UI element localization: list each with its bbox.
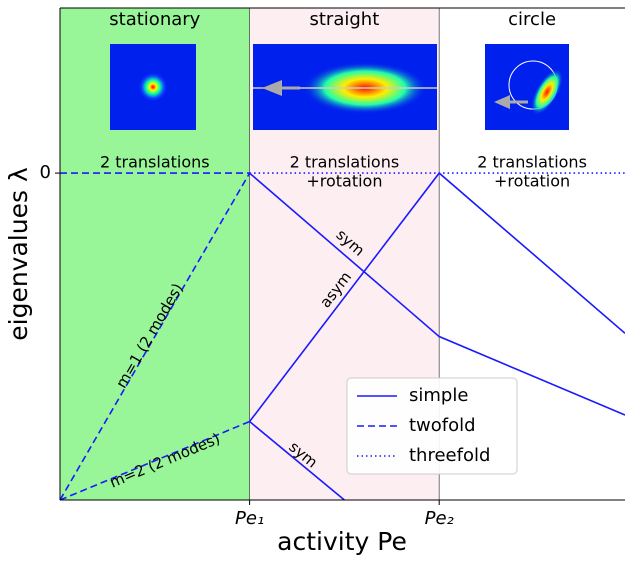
x-axis-label: activity Pe	[277, 527, 407, 556]
region-note: 2 translations	[477, 153, 587, 172]
region-note: 2 translations	[290, 153, 400, 172]
inset-blob	[139, 73, 167, 101]
legend-label: simple	[409, 385, 468, 406]
x-tick-label: Pe₁	[235, 508, 264, 529]
y-axis-label: eigenvalues λ	[4, 167, 33, 341]
chart: stationary 2 translations straight 2 transl…	[0, 0, 625, 558]
region-title: straight	[310, 9, 380, 30]
legend-label: threefold	[409, 445, 490, 466]
insets	[110, 44, 570, 130]
y-tick-label: 0	[40, 162, 51, 183]
region-note: +rotation	[494, 172, 570, 191]
region-title: circle	[508, 9, 556, 30]
region-title: stationary	[109, 9, 200, 30]
x-tick-label: Pe₂	[425, 508, 454, 529]
region-note: +rotation	[306, 172, 382, 191]
region-note: 2 translations	[100, 153, 210, 172]
legend-label: twofold	[409, 415, 476, 436]
